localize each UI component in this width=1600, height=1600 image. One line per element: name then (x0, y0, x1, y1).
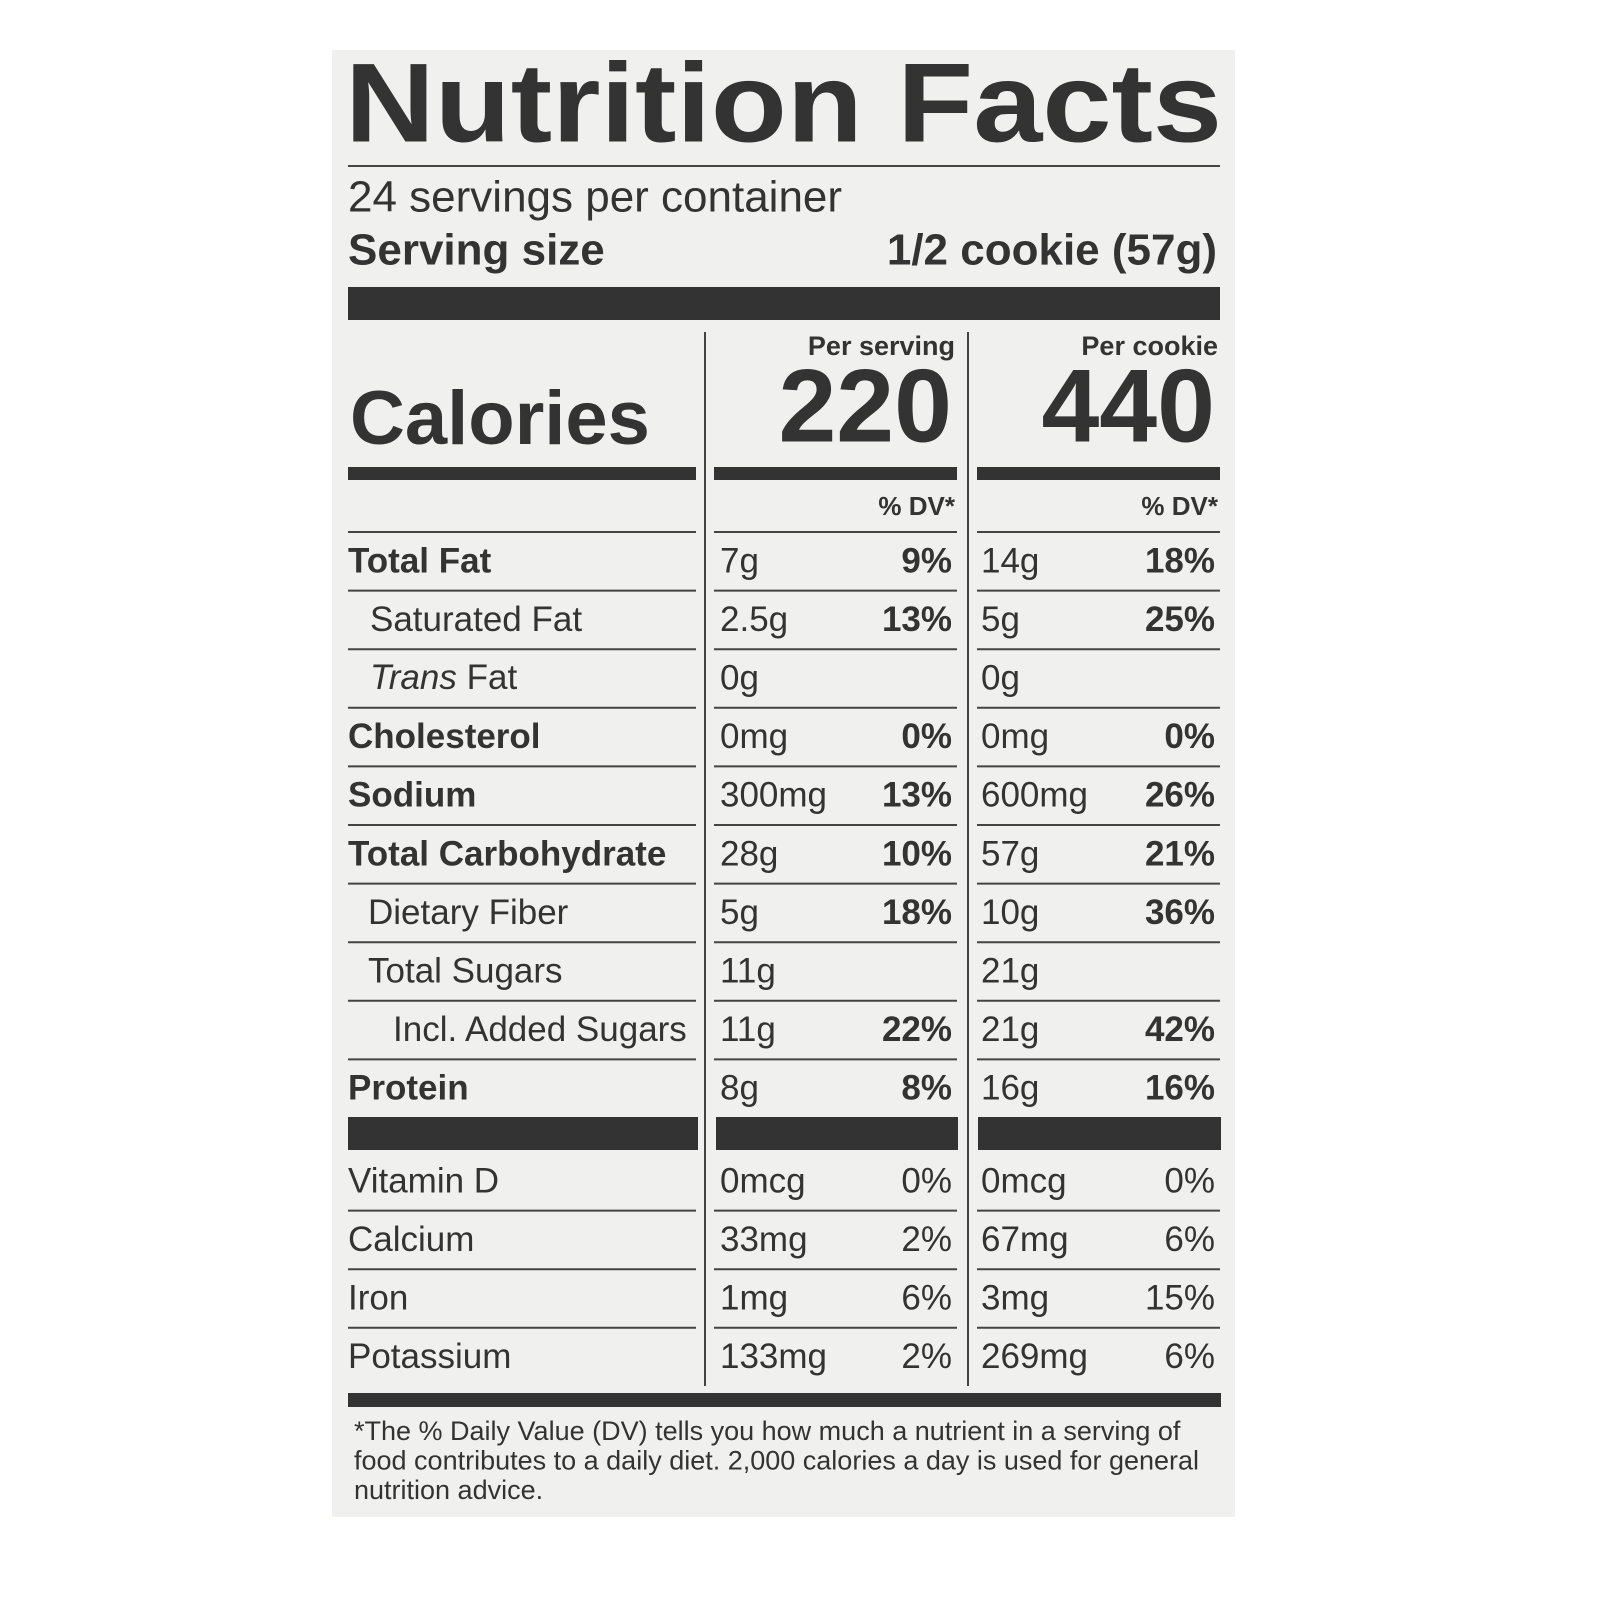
daily-value: 0% (1164, 717, 1215, 756)
serving-size-label: Serving size (348, 226, 605, 275)
amount: 2.5g (720, 600, 788, 639)
daily-value: 18% (882, 893, 952, 932)
amount: 14g (981, 541, 1039, 580)
calories-label: Calories (350, 376, 650, 461)
amount: 0mg (720, 717, 788, 756)
daily-value: 6% (1164, 1220, 1215, 1259)
thick-bar (978, 1117, 1221, 1150)
amount: 33mg (720, 1220, 808, 1259)
column-header: Per serving (808, 331, 955, 361)
daily-value: 25% (1145, 600, 1215, 639)
amount: 0mcg (720, 1161, 806, 1200)
nutrient-name: Incl. Added Sugars (393, 1010, 687, 1049)
nutrient-name: Total Fat (348, 541, 492, 580)
daily-value: 15% (1145, 1278, 1215, 1317)
daily-value: 0% (901, 717, 952, 756)
footnote: *The % Daily Value (DV) tells you how mu… (354, 1416, 1181, 1446)
bar (348, 467, 696, 480)
amount: 600mg (981, 776, 1088, 815)
dv-header: % DV* (1141, 491, 1218, 521)
nutrient-name: Dietary Fiber (368, 893, 569, 932)
daily-value: 18% (1145, 541, 1215, 580)
amount: 16g (981, 1069, 1039, 1108)
serving-size-value: 1/2 cookie (57g) (887, 226, 1217, 275)
amount: 7g (720, 541, 759, 580)
amount: 57g (981, 834, 1039, 873)
amount: 300mg (720, 776, 827, 815)
amount: 3mg (981, 1278, 1049, 1317)
daily-value: 36% (1145, 893, 1215, 932)
amount: 0mg (981, 717, 1049, 756)
amount: 67mg (981, 1220, 1069, 1259)
daily-value: 21% (1145, 834, 1215, 873)
thick-bar (348, 1117, 698, 1150)
footnote: nutrition advice. (354, 1475, 543, 1505)
thick-bar (348, 287, 1220, 320)
amount: 11g (720, 951, 776, 990)
nutrient-name: Potassium (348, 1337, 511, 1376)
daily-value: 2% (901, 1220, 952, 1259)
daily-value: 0% (1164, 1161, 1215, 1200)
nutrient-name: Iron (348, 1278, 408, 1317)
title: Nutrition Facts (345, 41, 1222, 166)
amount: 0mcg (981, 1161, 1067, 1200)
amount: 1mg (720, 1278, 788, 1317)
nutrient-name-rest: Fat (457, 658, 518, 697)
bar (714, 467, 957, 480)
servings: 24 servings per container (348, 173, 842, 222)
daily-value: 2% (901, 1337, 952, 1376)
nutrient-name: Saturated Fat (370, 600, 582, 639)
nutrient-name: Trans Fat (370, 658, 517, 697)
daily-value: 13% (882, 776, 952, 815)
daily-value: 0% (901, 1161, 952, 1200)
amount: 5g (981, 600, 1020, 639)
nutrient-name: Protein (348, 1069, 469, 1108)
dv-header: % DV* (878, 491, 955, 521)
daily-value: 22% (882, 1010, 952, 1049)
daily-value: 42% (1145, 1010, 1215, 1049)
amount: 8g (720, 1069, 759, 1108)
daily-value: 26% (1145, 776, 1215, 815)
calories-value: 440 (1041, 348, 1215, 464)
daily-value: 16% (1145, 1069, 1215, 1108)
daily-value: 6% (901, 1278, 952, 1317)
daily-value: 13% (882, 600, 952, 639)
calories-value: 220 (778, 348, 952, 464)
column-header: Per cookie (1081, 331, 1218, 361)
daily-value: 6% (1164, 1337, 1215, 1376)
amount: 21g (981, 951, 1039, 990)
bar (977, 467, 1220, 480)
nutrient-name: Calcium (348, 1220, 474, 1259)
amount: 28g (720, 834, 778, 873)
amount: 0g (981, 658, 1020, 697)
thick-bar (716, 1117, 958, 1150)
footnote: food contributes to a daily diet. 2,000 … (354, 1446, 1199, 1476)
amount: 10g (981, 893, 1039, 932)
thick-bar (348, 1393, 1221, 1407)
daily-value: 8% (901, 1069, 952, 1108)
nutrient-name: Cholesterol (348, 717, 541, 756)
daily-value: 10% (882, 834, 952, 873)
nutrient-name: Sodium (348, 776, 476, 815)
nutrient-name: Vitamin D (348, 1161, 499, 1200)
amount: 11g (720, 1010, 776, 1049)
nutrient-name: Total Carbohydrate (348, 834, 666, 873)
daily-value: 9% (901, 541, 952, 580)
amount: 133mg (720, 1337, 827, 1376)
amount: 21g (981, 1010, 1039, 1049)
amount: 269mg (981, 1337, 1088, 1376)
amount: 0g (720, 658, 759, 697)
amount: 5g (720, 893, 759, 932)
nutrient-name: Total Sugars (368, 951, 563, 990)
nutrient-name-italic: Trans (370, 658, 457, 697)
